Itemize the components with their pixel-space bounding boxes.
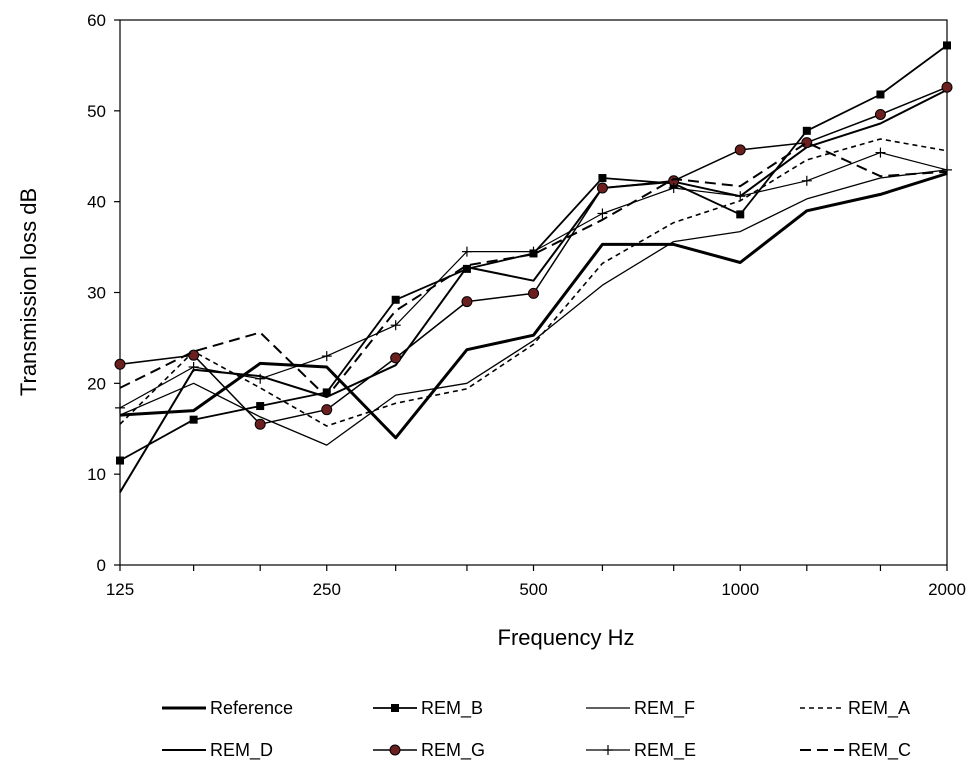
legend-item-rem-d: REM_D xyxy=(162,740,273,761)
y-tick-label: 10 xyxy=(87,465,106,484)
series-rem-g-point-marker xyxy=(390,352,402,364)
series-reference xyxy=(119,172,948,440)
series-rem-g-point-marker xyxy=(114,358,126,370)
series-rem-e xyxy=(115,147,952,413)
legend-item-rem-e-label: REM_E xyxy=(634,740,696,761)
series-rem-b-point-marker xyxy=(116,456,124,465)
series-rem-b-point-marker xyxy=(189,415,198,424)
y-tick-label: 60 xyxy=(87,11,106,30)
series-rem-b-point-marker xyxy=(256,402,265,411)
series-rem-e-point-marker xyxy=(597,208,608,219)
y-tick-label: 0 xyxy=(97,556,106,575)
y-axis-title: Transmission loss dB xyxy=(16,188,41,396)
x-tick-label: 1000 xyxy=(721,580,759,599)
x-tick-label: 2000 xyxy=(928,580,966,599)
series-rem-g-point-marker xyxy=(941,81,953,93)
series-rem-g-point-marker xyxy=(528,287,539,299)
y-tick-label: 50 xyxy=(87,102,106,121)
legend-item-rem-c-label: REM_C xyxy=(848,740,911,761)
series-rem-b-point-marker xyxy=(462,264,471,273)
series-rem-e-point-marker xyxy=(255,373,266,384)
y-tick-label: 30 xyxy=(87,284,106,303)
series-rem-b-point-marker xyxy=(736,210,745,219)
legend-item-reference: Reference xyxy=(162,698,293,718)
legend-item-rem-c: REM_C xyxy=(800,740,911,761)
legend-item-rem-g-swatch-marker xyxy=(389,744,401,756)
legend-item-rem-e-swatch-marker xyxy=(603,745,613,755)
series-layer xyxy=(114,41,953,493)
legend-item-rem-e: REM_E xyxy=(586,740,696,761)
y-tick-label: 20 xyxy=(87,374,106,393)
legend-item-rem-b-swatch-marker xyxy=(391,704,399,712)
series-rem-e-point-marker xyxy=(390,320,401,331)
x-axis: 125 250 500 1000 2000 xyxy=(106,565,966,599)
series-rem-g-point-marker xyxy=(461,296,473,308)
series-rem-c xyxy=(119,141,948,398)
series-rem-b-point-marker xyxy=(876,90,885,99)
x-tick-label: 500 xyxy=(519,580,547,599)
series-rem-f-line xyxy=(119,169,948,446)
series-rem-g-point-marker xyxy=(734,144,746,156)
legend-item-rem-d-label: REM_D xyxy=(210,740,273,761)
x-axis-title: Frequency Hz xyxy=(498,625,635,650)
x-tick-label: 125 xyxy=(106,580,134,599)
series-rem-e-point-marker xyxy=(801,175,812,186)
series-rem-g-point-marker xyxy=(321,404,333,416)
series-rem-e-point-marker xyxy=(461,246,472,257)
series-rem-a xyxy=(119,138,948,427)
x-tick-label: 250 xyxy=(313,580,341,599)
series-rem-a-line xyxy=(119,138,948,427)
series-rem-b-point-marker xyxy=(802,126,811,135)
legend-item-rem-g-label: REM_G xyxy=(421,740,485,761)
series-rem-e-point-marker xyxy=(735,191,746,202)
series-rem-b-point-marker xyxy=(598,174,607,183)
series-rem-b-point-marker xyxy=(391,295,400,304)
legend: Reference REM_B REM_F REM_A REM_D REM_G REM_E R… xyxy=(162,698,911,761)
series-rem-e-point-marker xyxy=(942,164,952,175)
series-rem-g-point-marker xyxy=(596,182,608,194)
legend-item-rem-b-label: REM_B xyxy=(421,698,483,719)
series-rem-c-line xyxy=(119,141,948,398)
series-rem-e-point-marker xyxy=(188,361,199,372)
legend-item-rem-b: REM_B xyxy=(373,698,483,719)
series-rem-g-point-marker xyxy=(254,418,266,430)
series-reference-line xyxy=(119,172,948,440)
legend-item-rem-f: REM_F xyxy=(586,698,695,719)
legend-item-reference-label: Reference xyxy=(210,698,293,718)
legend-item-rem-f-label: REM_F xyxy=(634,698,695,719)
series-rem-e-point-marker xyxy=(321,351,332,362)
series-rem-f xyxy=(119,169,948,446)
series-rem-g xyxy=(114,81,953,430)
series-rem-b-point-marker xyxy=(322,388,331,397)
series-rem-e-point-marker xyxy=(875,147,886,158)
series-rem-g-point-marker xyxy=(188,349,200,361)
series-rem-e-point-marker xyxy=(668,183,679,194)
series-rem-g-point-marker xyxy=(874,108,886,120)
legend-item-rem-a: REM_A xyxy=(800,698,910,719)
y-tick-label: 40 xyxy=(87,193,106,212)
series-rem-g-point-marker xyxy=(801,137,813,149)
series-rem-b-point-marker xyxy=(943,41,951,50)
legend-item-rem-g: REM_G xyxy=(373,740,485,761)
legend-item-rem-a-label: REM_A xyxy=(848,698,910,719)
series-rem-e-point-marker xyxy=(115,402,125,413)
y-axis: 0 10 20 30 40 50 60 xyxy=(87,11,120,575)
